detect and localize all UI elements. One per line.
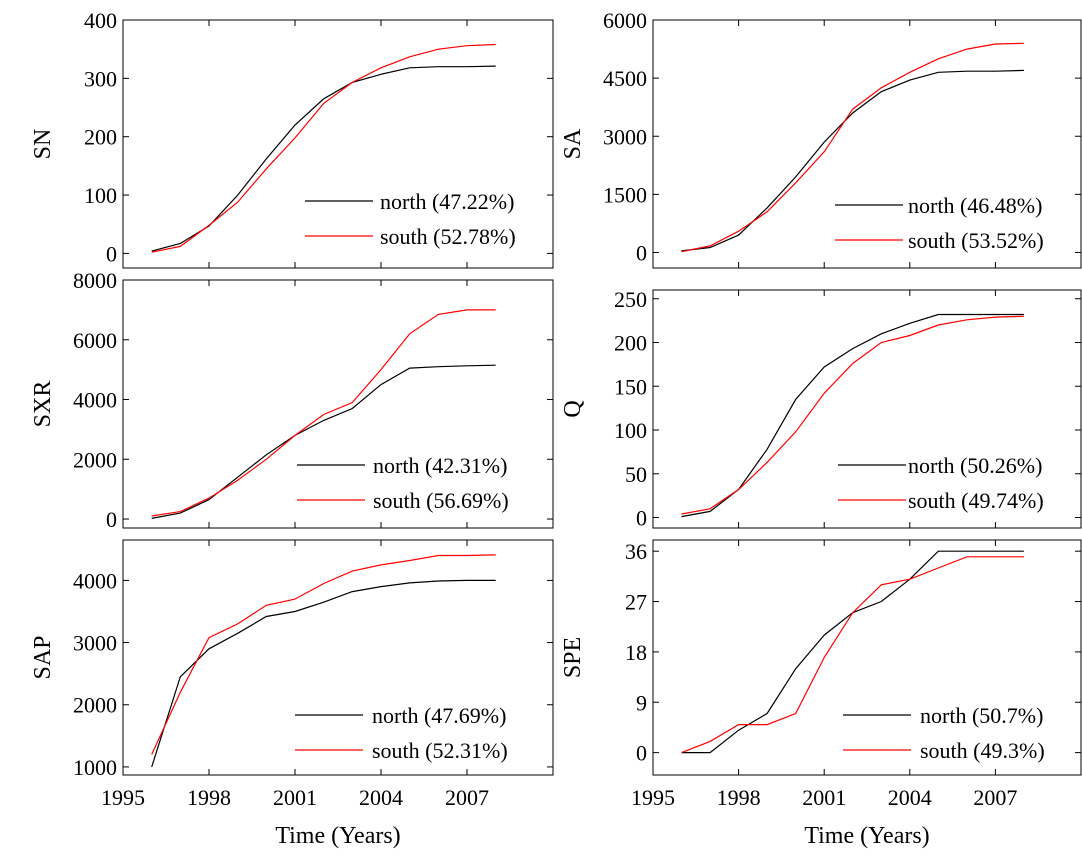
y-tick-label: 250 (614, 287, 647, 312)
y-tick-label: 1000 (73, 755, 117, 780)
y-tick-label: 300 (84, 66, 117, 91)
y-tick-label: 6000 (73, 328, 117, 353)
y-axis-label: SN (30, 129, 56, 160)
legend-entry-label: north (47.69%) (372, 703, 506, 728)
y-axis-label: SXR (30, 381, 56, 428)
y-tick-label: 0 (636, 741, 647, 766)
y-axis-label: SPE (560, 637, 586, 678)
series-line-south (681, 315, 1024, 515)
legend-entry-label: south (49.74%) (908, 488, 1044, 513)
legend-entry-label: north (50.7%) (920, 703, 1043, 728)
series-line-north (681, 69, 1024, 252)
y-tick-label: 100 (614, 418, 647, 443)
series-line-south (151, 43, 496, 253)
legend-entry-label: north (46.48%) (908, 193, 1042, 218)
series-line-south (681, 556, 1024, 754)
legend-entry-label: north (42.31%) (373, 453, 507, 478)
y-axis-label: SAP (30, 635, 56, 679)
x-tick-label: 2004 (888, 785, 932, 810)
x-axis-label: Time (Years) (804, 823, 929, 849)
plot-frame (652, 539, 1082, 776)
series-line-north (681, 313, 1024, 518)
series-line-south (681, 42, 1024, 253)
chart-panel-sap: 1000 2000 3000 4000 1995 1998 2001 2004 2007 SAP T… (30, 539, 554, 849)
y-tick-label: 0 (106, 507, 117, 532)
x-axis-label: Time (Years) (275, 823, 400, 849)
plot-frame (122, 19, 554, 269)
plot-frame (652, 19, 1082, 269)
y-tick-label: 400 (84, 8, 117, 33)
y-tick-label: 4000 (73, 568, 117, 593)
y-tick-label: 4000 (73, 388, 117, 413)
plot-frame (652, 289, 1082, 529)
x-tick-label: 2001 (273, 785, 317, 810)
x-tick-label: 1998 (187, 785, 231, 810)
x-tick-label: 1995 (101, 785, 145, 810)
x-tick-label: 1995 (631, 785, 675, 810)
y-axis-label: SA (560, 128, 586, 159)
legend-entry-label: south (56.69%) (373, 488, 509, 513)
y-tick-label: 18 (625, 640, 647, 665)
y-tick-label: 150 (614, 374, 647, 399)
x-tick-label: 2004 (359, 785, 403, 810)
y-tick-label: 27 (625, 590, 647, 615)
series-line-north (151, 364, 496, 519)
series-line-south (151, 309, 496, 517)
y-tick-label: 36 (625, 539, 647, 564)
x-tick-label: 2001 (802, 785, 846, 810)
chart-panel-spe: 0 9 18 27 36 1995 1998 2001 2004 2007 SPE Time (Yea… (560, 539, 1082, 849)
chart-panel-sn: 0 100 200 300 400 SN north (47.22%) south (52.7… (30, 8, 554, 269)
y-tick-label: 3000 (603, 124, 647, 149)
y-tick-label: 3000 (73, 631, 117, 656)
legend-entry-label: north (47.22%) (380, 189, 514, 214)
y-tick-label: 1500 (603, 182, 647, 207)
chart-panel-sxr: 0 2000 4000 6000 8000 SXR north (42.31%) south … (30, 268, 554, 532)
y-tick-label: 4500 (603, 66, 647, 91)
x-tick-label: 1998 (717, 785, 761, 810)
y-tick-label: 6000 (603, 8, 647, 33)
y-tick-label: 8000 (73, 268, 117, 293)
series-line-north (151, 579, 496, 768)
y-tick-label: 100 (84, 183, 117, 208)
y-tick-label: 0 (636, 241, 647, 266)
series-line-south (151, 554, 496, 755)
y-tick-label: 2000 (73, 693, 117, 718)
legend-entry-label: south (52.78%) (380, 224, 516, 249)
legend-entry-label: south (53.52%) (908, 228, 1044, 253)
y-tick-label: 50 (625, 462, 647, 487)
legend-entry-label: north (50.26%) (908, 453, 1042, 478)
x-tick-label: 2007 (973, 785, 1017, 810)
y-tick-label: 9 (636, 690, 647, 715)
y-axis-label: Q (560, 400, 586, 417)
y-tick-label: 0 (106, 241, 117, 266)
y-tick-label: 0 (636, 506, 647, 531)
y-tick-label: 200 (614, 331, 647, 356)
y-tick-label: 200 (84, 125, 117, 150)
legend-entry-label: south (49.3%) (920, 738, 1045, 763)
plot-frame (122, 539, 554, 776)
plot-frame (122, 279, 554, 529)
x-tick-label: 2007 (445, 785, 489, 810)
chart-panel-sa: 0 1500 3000 4500 6000 SA north (46.48%) south (… (560, 8, 1082, 269)
y-tick-label: 2000 (73, 447, 117, 472)
legend-entry-label: south (52.31%) (372, 738, 508, 763)
